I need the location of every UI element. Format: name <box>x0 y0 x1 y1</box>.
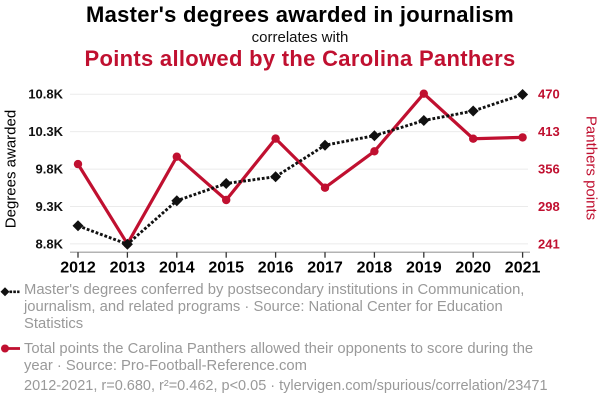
svg-text:2012: 2012 <box>60 260 96 277</box>
svg-text:10.3K: 10.3K <box>28 124 63 139</box>
svg-text:241: 241 <box>538 236 560 251</box>
svg-text:2019: 2019 <box>406 260 442 277</box>
svg-text:Panthers points: Panthers points <box>583 116 600 220</box>
svg-text:2013: 2013 <box>110 260 146 277</box>
svg-text:356: 356 <box>538 162 560 177</box>
svg-text:413: 413 <box>538 124 560 139</box>
svg-text:2014: 2014 <box>159 260 195 277</box>
svg-text:298: 298 <box>538 199 560 214</box>
svg-text:2015: 2015 <box>208 260 244 277</box>
svg-text:2016: 2016 <box>258 260 294 277</box>
svg-text:9.3K: 9.3K <box>36 199 64 214</box>
svg-text:10.8K: 10.8K <box>28 87 63 102</box>
svg-text:Degrees awarded: Degrees awarded <box>3 110 20 228</box>
svg-text:8.8K: 8.8K <box>36 236 64 251</box>
svg-text:2020: 2020 <box>455 260 491 277</box>
svg-text:2021: 2021 <box>505 260 541 277</box>
svg-text:9.8K: 9.8K <box>36 162 64 177</box>
svg-text:2017: 2017 <box>307 260 343 277</box>
svg-text:2018: 2018 <box>357 260 393 277</box>
svg-text:470: 470 <box>538 87 560 102</box>
